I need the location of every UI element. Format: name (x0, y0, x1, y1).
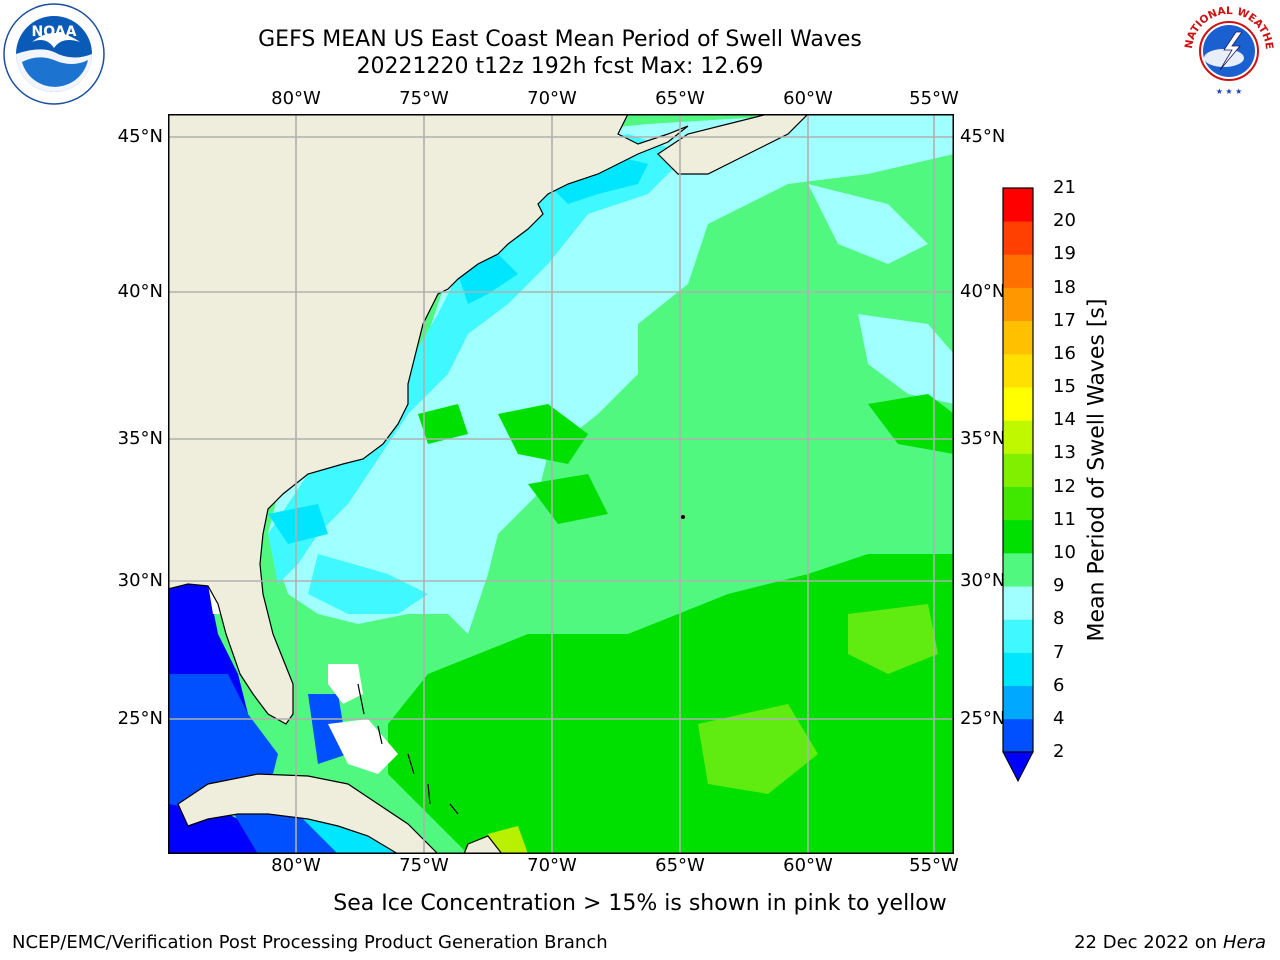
colorbar-box (1003, 188, 1033, 222)
swell-contour-8s (268, 114, 954, 634)
lat-label-right: 40°N (960, 281, 1006, 302)
lon-label-bottom: 75°W (399, 855, 449, 876)
colorbar-tick-label: 11 (1053, 508, 1076, 530)
land-hispaniola (463, 835, 503, 854)
run-date-text: 22 Dec 2022 on (1074, 932, 1218, 953)
colorbar-box (1003, 519, 1033, 554)
colorbar-tick-label: 4 (1053, 707, 1065, 729)
swell-contour-10s (498, 404, 588, 464)
lon-label-top: 75°W (399, 88, 449, 109)
lat-label-left: 30°N (117, 570, 163, 591)
lon-label-bottom: 65°W (655, 855, 705, 876)
run-date: 22 Dec 2022 on Hera (1074, 932, 1266, 954)
colorbar-tick-label: 13 (1053, 442, 1076, 464)
lon-label-top: 70°W (527, 88, 577, 109)
colorbar-box (1003, 718, 1033, 753)
colorbar-title: Mean Period of Swell Waves [s] (1084, 298, 1110, 642)
map-graticule (168, 114, 954, 854)
lon-label-top: 65°W (655, 88, 705, 109)
colorbar-tick-label: 12 (1053, 475, 1076, 497)
colorbar-box (1003, 685, 1033, 720)
host-name: Hera (1222, 932, 1266, 953)
lon-label-bottom: 60°W (783, 855, 833, 876)
colorbar-box (1003, 420, 1033, 454)
colorbar-tick-label: 20 (1053, 210, 1076, 232)
colorbar-box (1003, 486, 1033, 521)
map-title: GEFS MEAN US East Coast Mean Period of S… (258, 27, 862, 52)
lat-label-right: 35°N (960, 428, 1006, 449)
lat-label-right: 30°N (960, 570, 1006, 591)
colorbar-tick-label: 15 (1053, 376, 1076, 398)
land-bahamas (357, 683, 459, 815)
bahamas-bank (328, 664, 363, 704)
colorbar-frame (1002, 187, 1034, 753)
colorbar-box (1003, 552, 1033, 587)
colorbar-tick-label: 16 (1053, 342, 1076, 364)
lat-label-left: 40°N (117, 281, 163, 302)
colorbar-box (1003, 652, 1033, 687)
colorbar-tick-label: 21 (1053, 177, 1076, 198)
sea-ice-footnote: Sea Ice Concentration > 15% is shown in … (333, 891, 947, 916)
lon-label-bottom: 70°W (527, 855, 577, 876)
colorbar-box (1003, 619, 1033, 653)
colorbar-tick-label: 6 (1053, 674, 1065, 696)
swell-contour-7s (308, 554, 428, 614)
colorbar-tick-label: 17 (1053, 309, 1076, 331)
colorbar-box (1003, 353, 1033, 388)
noaa-logo-text: NOAA (32, 24, 77, 40)
colorbar-tick-label: 19 (1053, 243, 1076, 265)
colorbar-tick-label: 10 (1053, 541, 1076, 563)
colorbar-tick-label: 8 (1053, 608, 1065, 630)
colorbar-box (1003, 387, 1033, 421)
colorbar-tick-label: 18 (1053, 276, 1076, 298)
colorbar-tick-label: 14 (1053, 409, 1076, 431)
colorbar-box (1003, 254, 1033, 288)
colorbar (1002, 187, 1034, 783)
lat-label-left: 25°N (117, 708, 163, 729)
colorbar-box (1003, 586, 1033, 620)
lon-label-top: 60°W (783, 88, 833, 109)
swell-contour-10s (388, 554, 954, 854)
swell-contour-11s (698, 704, 818, 794)
swell-contour-6s (268, 504, 328, 544)
map-subtitle: 20221220 t12z 192h fcst Max: 12.69 (356, 54, 764, 79)
swell-contour-10s (418, 404, 468, 444)
colorbar-box (1003, 287, 1033, 322)
svg-text:★ ★ ★: ★ ★ ★ (1216, 87, 1243, 96)
swell-contour-8s (808, 184, 928, 264)
swell-contour-7s (268, 134, 688, 584)
bahamas-bank (328, 719, 398, 774)
colorbar-box (1003, 221, 1033, 255)
lat-label-left: 35°N (117, 428, 163, 449)
map-frame (168, 114, 954, 854)
land-north-america (168, 114, 689, 725)
lat-label-right: 25°N (960, 708, 1006, 729)
colorbar-box (1003, 320, 1033, 355)
colorbar-tick-label: 7 (1053, 641, 1065, 663)
colorbar-under-triangle (1002, 751, 1034, 783)
colorbar-tick-label: 9 (1053, 575, 1065, 597)
nws-logo-icon: NATIONAL WEATHER SERVICE ★ ★ ★ (1180, 2, 1275, 97)
lat-label-left: 45°N (117, 126, 163, 147)
colorbar-tick-label: 2 (1053, 741, 1065, 762)
lon-label-bottom: 55°W (909, 855, 959, 876)
swell-period-map (168, 114, 954, 854)
lon-label-top: 80°W (271, 88, 321, 109)
swell-contour-11s (848, 604, 938, 674)
swell-contour-8s (858, 314, 954, 404)
lon-label-bottom: 80°W (271, 855, 321, 876)
lon-label-top: 55°W (909, 88, 959, 109)
noaa-logo-icon: NOAA (3, 3, 105, 105)
credit-line: NCEP/EMC/Verification Post Processing Pr… (12, 932, 608, 953)
land-nova-scotia (657, 114, 809, 175)
swell-contour-10s (528, 474, 608, 524)
swell-contour-4s (308, 694, 348, 764)
lat-label-right: 45°N (960, 126, 1006, 147)
land-cuba (177, 773, 439, 854)
colorbar-box (1003, 453, 1033, 487)
